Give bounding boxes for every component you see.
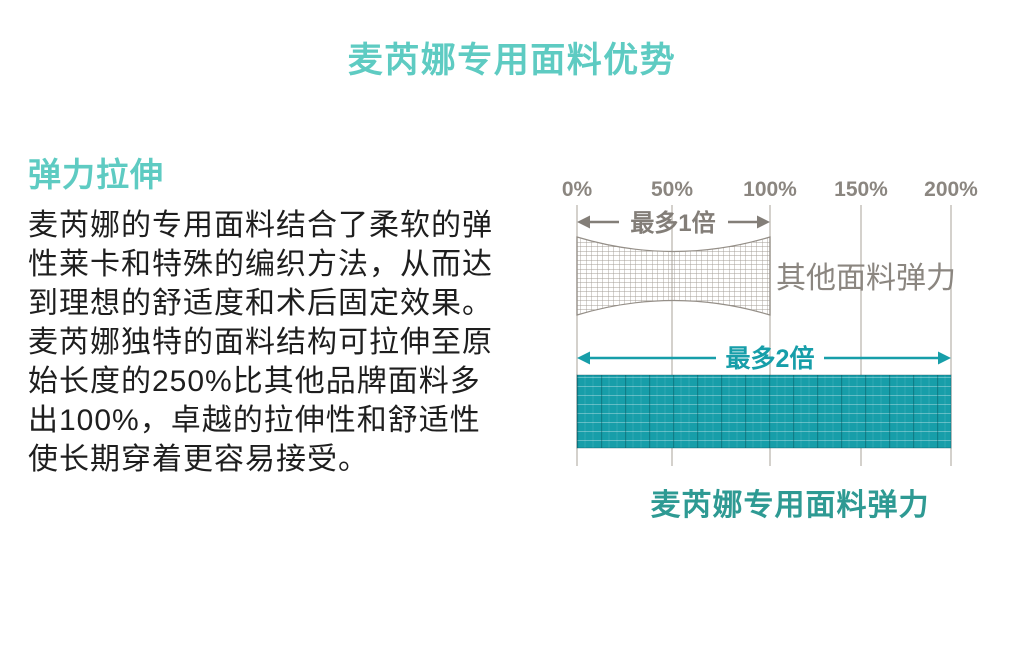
arrowhead-left-icon	[577, 351, 590, 365]
other-fabric-stretch-arrow: 最多1倍	[577, 209, 770, 237]
section-heading: 弹力拉伸	[28, 156, 164, 193]
axis-tick-label-0: 0%	[562, 178, 593, 201]
marena-stretch-arrow: 最多2倍	[577, 344, 951, 373]
arrowhead-right-icon	[938, 351, 951, 365]
marena-fabric-name-label: 麦芮娜专用面料弹力	[651, 489, 930, 520]
axis-tick-label-200: 200%	[924, 178, 978, 201]
other-fabric-mesh	[576, 236, 771, 316]
page-title: 麦芮娜专用面料优势	[347, 41, 677, 80]
marena-arrow-label: 最多2倍	[726, 344, 815, 373]
axis-tick-label-50: 50%	[651, 178, 693, 201]
arrowhead-left-icon	[577, 215, 590, 229]
stretch-comparison-chart: 0% 50% 100% 150% 200% 最多1倍 其他面料弹力	[553, 170, 1023, 520]
intro-section: 弹力拉伸 麦芮娜的专用面料结合了柔软的弹性莱卡和特殊的编织方法，从而达到理想的舒…	[28, 148, 510, 479]
marena-fabric-mesh	[576, 374, 952, 449]
body-paragraph: 麦芮娜的专用面料结合了柔软的弹性莱卡和特殊的编织方法，从而达到理想的舒适度和术后…	[28, 209, 493, 476]
other-fabric-name-label: 其他面料弹力	[776, 262, 956, 295]
stretch-chart-canvas: 0% 50% 100% 150% 200% 最多1倍 其他面料弹力	[562, 178, 978, 520]
arrowhead-right-icon	[757, 215, 770, 229]
axis-tick-label-150: 150%	[834, 178, 888, 201]
marena-mesh-texture	[576, 374, 952, 449]
axis-tick-labels: 0% 50% 100% 150% 200%	[562, 178, 978, 201]
other-fabric-arrow-label: 最多1倍	[630, 209, 715, 237]
axis-tick-label-100: 100%	[743, 178, 797, 201]
